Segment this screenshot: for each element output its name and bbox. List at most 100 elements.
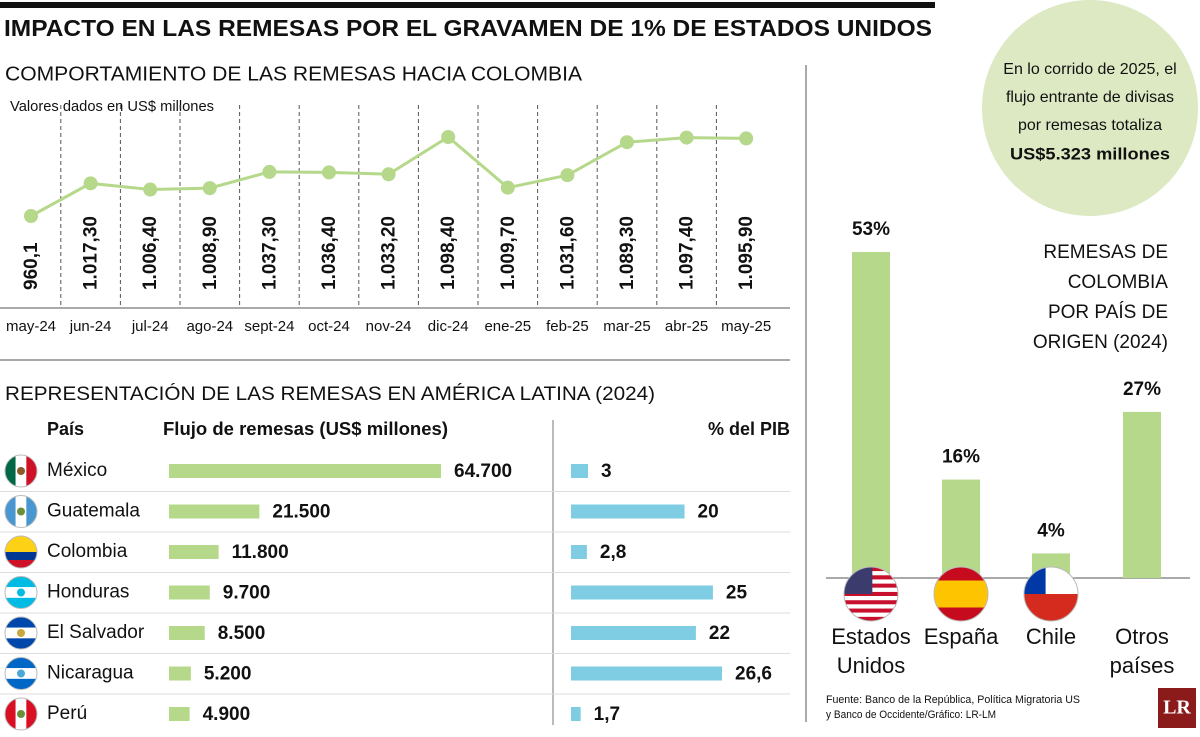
point bbox=[202, 181, 217, 196]
flag-stripe bbox=[1024, 594, 1078, 621]
flag-border bbox=[4, 657, 38, 690]
point bbox=[381, 167, 396, 182]
flag-stripe bbox=[5, 495, 16, 528]
flag-stripe bbox=[5, 552, 37, 560]
flag-border bbox=[1023, 566, 1079, 622]
value-label: 960,1 bbox=[21, 242, 42, 290]
value-label: 8.500 bbox=[218, 623, 266, 644]
flag bbox=[5, 455, 37, 487]
flag-canton bbox=[844, 567, 873, 594]
flag bbox=[5, 495, 37, 528]
point bbox=[441, 130, 456, 144]
value-label: 1.006,40 bbox=[140, 216, 161, 290]
bar bbox=[1123, 411, 1161, 578]
flag-stripe bbox=[26, 495, 37, 528]
flag bbox=[5, 698, 37, 730]
value-label: 9.700 bbox=[223, 583, 271, 604]
x-tick-label: oct-24 bbox=[308, 318, 350, 335]
value-label: 27% bbox=[1123, 379, 1161, 400]
x-tick-label: may-24 bbox=[6, 318, 56, 335]
flag-stripe bbox=[5, 455, 16, 487]
value-label: 3 bbox=[601, 461, 612, 482]
value-label: 20 bbox=[698, 502, 719, 523]
x-tick-label: dic-24 bbox=[428, 318, 469, 335]
value-label: 1.037,30 bbox=[259, 216, 280, 290]
flag-border bbox=[933, 566, 989, 622]
x-tick-label: may-25 bbox=[721, 318, 771, 335]
flag-stripe bbox=[934, 607, 988, 621]
flag-stripe bbox=[5, 657, 37, 669]
flag-border bbox=[4, 535, 38, 569]
value-label: 25 bbox=[726, 583, 748, 604]
bar bbox=[169, 626, 205, 640]
bar bbox=[571, 626, 696, 640]
chart-title: REMESAS DE bbox=[1043, 242, 1168, 263]
country-name: Guatemala bbox=[47, 501, 140, 522]
bar bbox=[169, 464, 441, 478]
point bbox=[679, 130, 694, 145]
chart-subtitle: Valores dados en US$ millones bbox=[10, 98, 214, 115]
logo: LR bbox=[1163, 697, 1191, 719]
flag-border bbox=[4, 454, 38, 488]
page-title: IMPACTO EN LAS REMESAS POR EL GRAVAMEN D… bbox=[4, 15, 932, 41]
chart-title: COMPORTAMIENTO DE LAS REMESAS HACIA COLO… bbox=[5, 63, 583, 85]
bar bbox=[169, 666, 191, 681]
chart-title: REPRESENTACIÓN DE LAS REMESAS EN AMÉRICA… bbox=[5, 383, 655, 405]
value-label: 16% bbox=[942, 447, 980, 468]
bar bbox=[852, 252, 890, 578]
column-header: País bbox=[47, 419, 84, 439]
flag-stripe bbox=[844, 600, 898, 605]
flag-stripe bbox=[934, 580, 988, 608]
point bbox=[83, 176, 98, 191]
country-name: Honduras bbox=[47, 582, 129, 603]
value-label: 53% bbox=[852, 219, 890, 240]
flag-stripe bbox=[5, 536, 37, 552]
flag-border bbox=[4, 576, 38, 609]
flag-stripe bbox=[5, 638, 37, 649]
category-label: Chile bbox=[1025, 624, 1077, 649]
category-label: Estados Unidos bbox=[831, 624, 911, 678]
value-label: 1.031,60 bbox=[557, 216, 578, 290]
flag-stripe bbox=[844, 616, 898, 621]
callout-highlight: US$5.323 millones bbox=[1010, 144, 1170, 163]
flag-stripe bbox=[26, 698, 37, 730]
category-label-box: Chile bbox=[1025, 624, 1077, 649]
x-tick-label: mar-25 bbox=[603, 318, 651, 335]
value-label: 1.095,90 bbox=[736, 216, 757, 290]
country-name: Perú bbox=[47, 703, 87, 724]
callout-text: flujo entrante de divisas bbox=[1006, 89, 1174, 106]
chart-title: ORIGEN (2024) bbox=[1033, 332, 1168, 353]
bar bbox=[571, 666, 722, 681]
callout-text: por remesas totaliza bbox=[1018, 117, 1162, 134]
flag-emblem bbox=[17, 588, 25, 597]
chart-title: POR PAÍS DE bbox=[1048, 302, 1168, 323]
flag-emblem bbox=[17, 507, 25, 516]
point bbox=[739, 131, 754, 146]
value-label: 22 bbox=[709, 623, 730, 644]
point bbox=[322, 165, 336, 180]
value-label: 4.900 bbox=[203, 704, 251, 725]
value-label: 2,8 bbox=[600, 542, 626, 563]
value-label: 4% bbox=[1037, 520, 1065, 541]
flag-stripe bbox=[5, 698, 16, 730]
x-tick-label: ene-25 bbox=[484, 318, 531, 335]
column-header: % del PIB bbox=[708, 419, 790, 439]
bar bbox=[942, 479, 980, 578]
flag bbox=[5, 657, 37, 690]
source: Fuente: Banco de la República, Política … bbox=[826, 694, 1080, 706]
point bbox=[560, 168, 575, 183]
top-rule bbox=[0, 2, 935, 8]
bar bbox=[169, 545, 219, 559]
point bbox=[262, 164, 277, 179]
bar bbox=[169, 504, 260, 519]
value-label: 21.500 bbox=[272, 502, 330, 523]
x-tick-label: jun-24 bbox=[69, 318, 112, 335]
value-label: 1.009,70 bbox=[498, 216, 519, 290]
category-label-box: España bbox=[924, 624, 999, 649]
value-label: 1.097,40 bbox=[677, 216, 698, 290]
logo-box bbox=[1158, 688, 1196, 728]
flag-border bbox=[4, 616, 38, 650]
value-label: 1.089,30 bbox=[617, 216, 638, 290]
x-tick-label: ago-24 bbox=[186, 318, 233, 335]
